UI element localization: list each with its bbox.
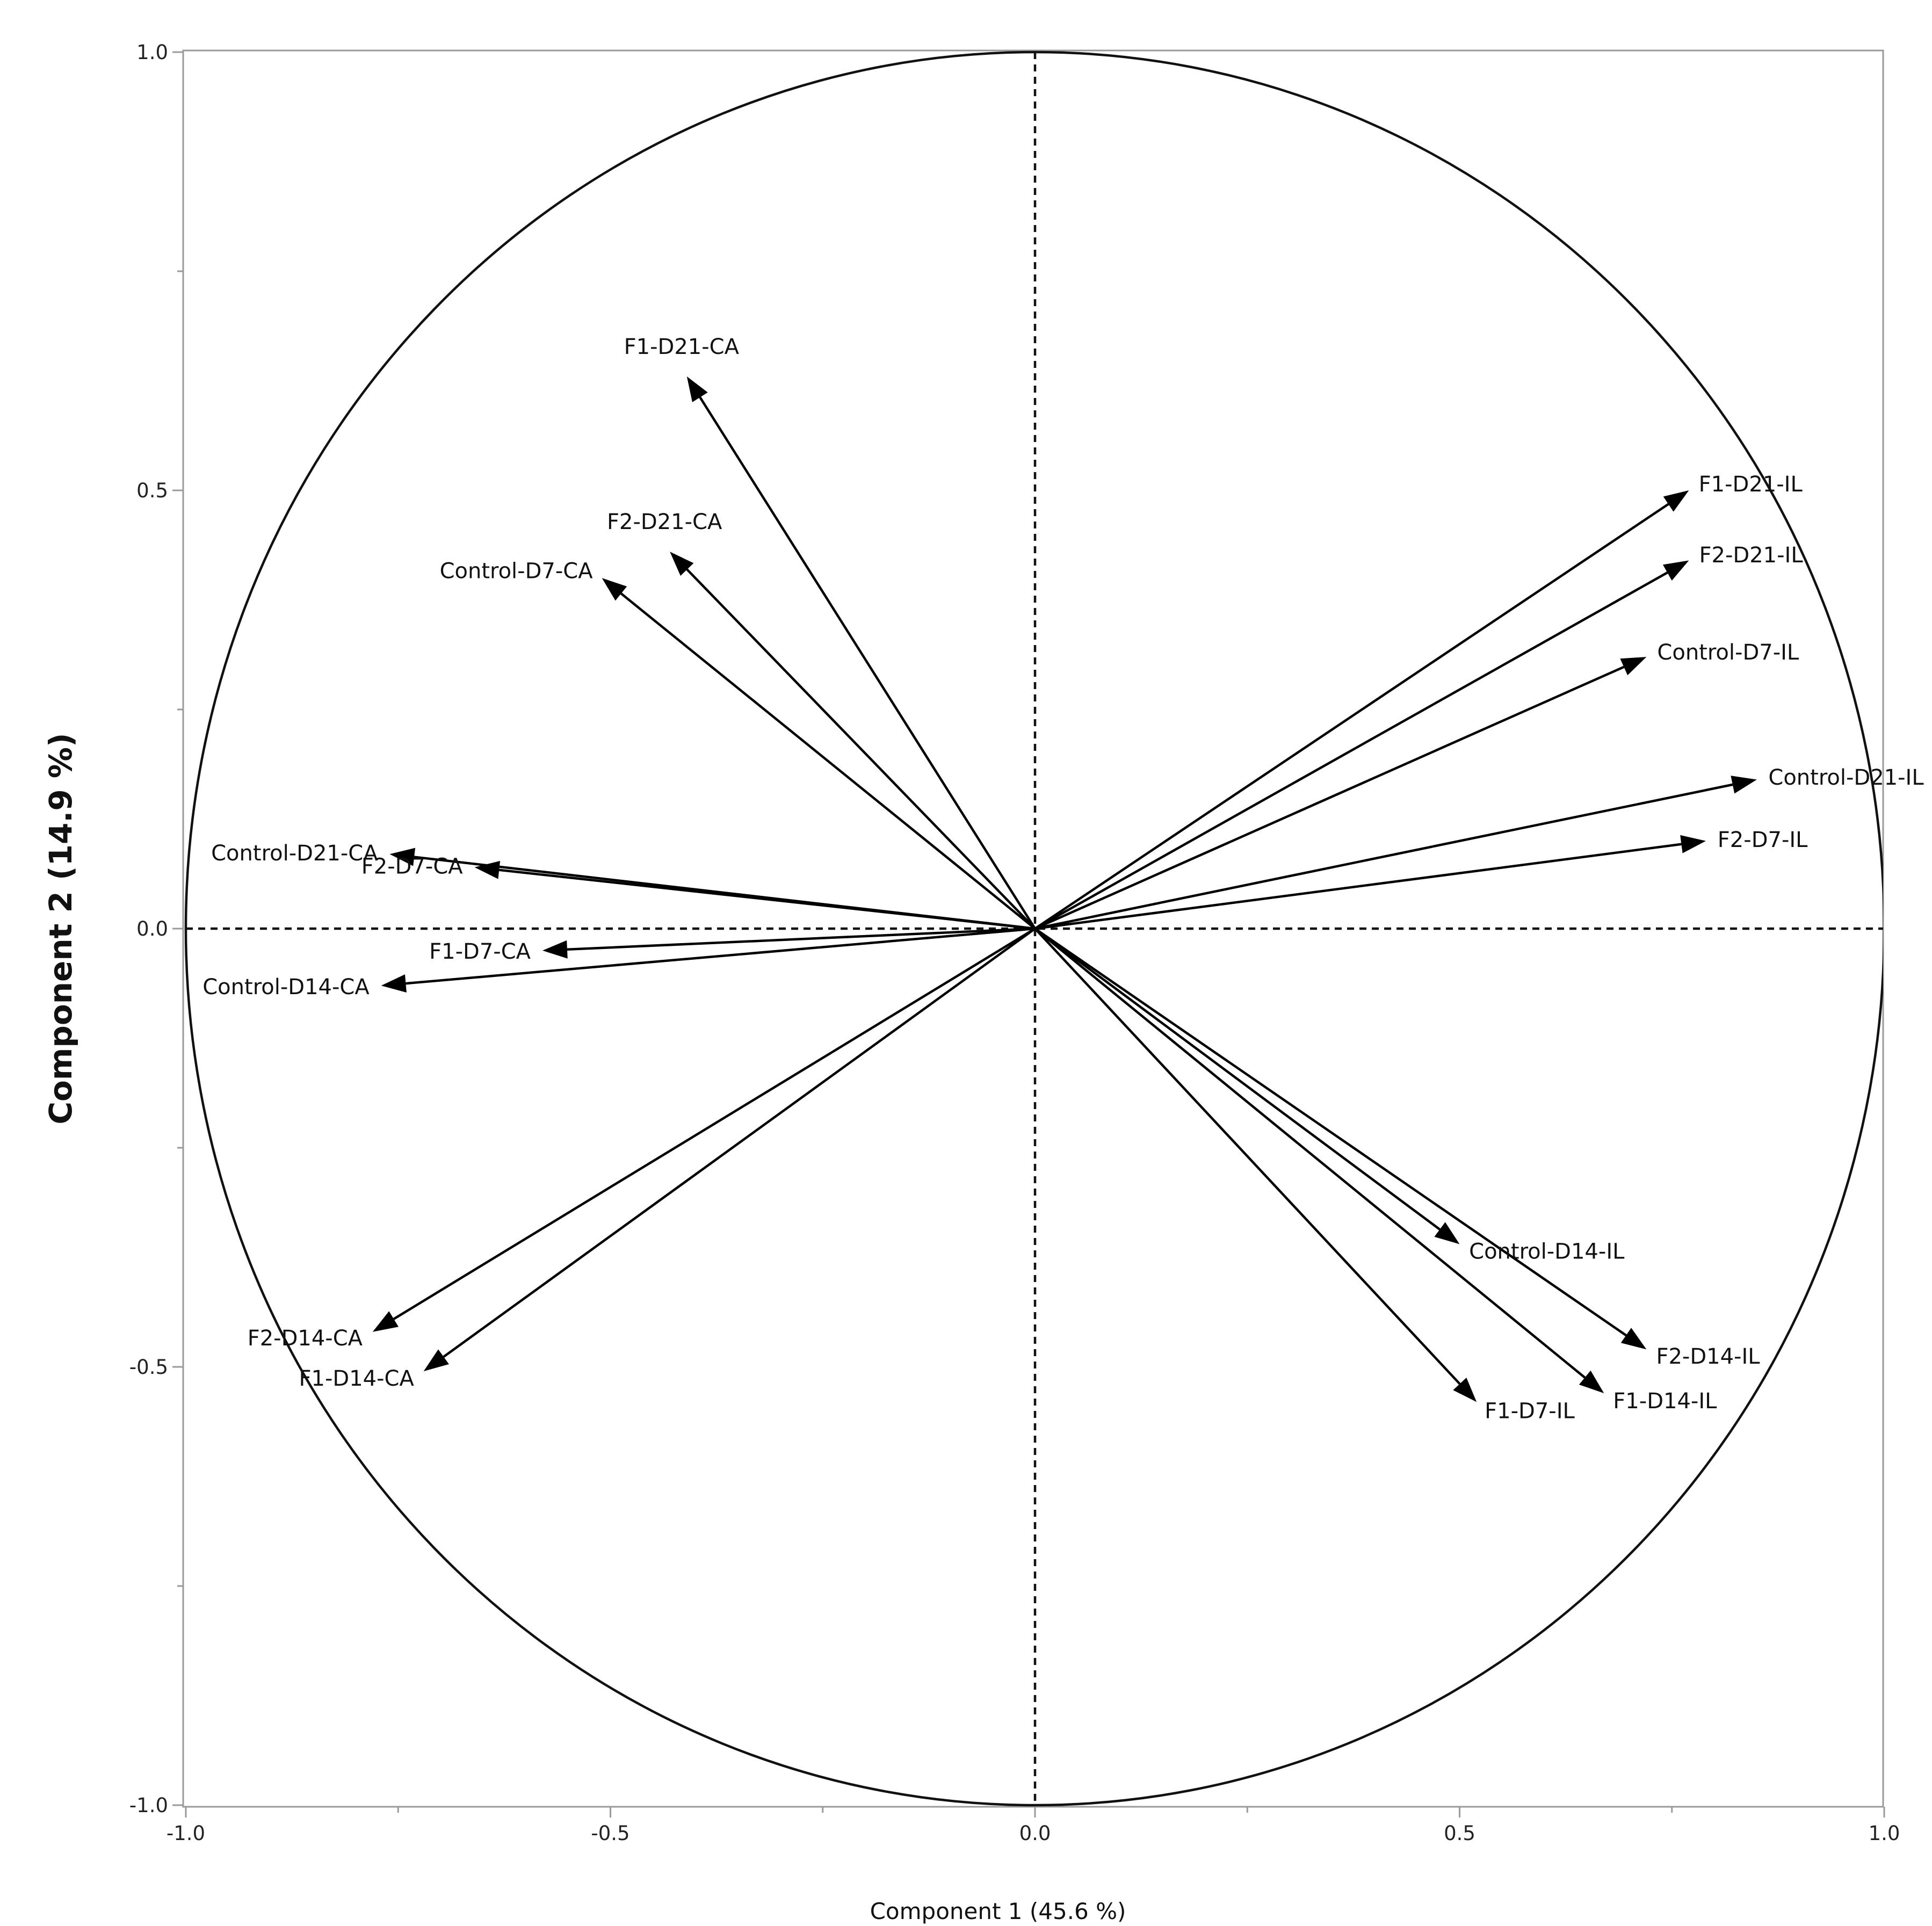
- minor-ticks: [177, 270, 1673, 1813]
- vector-arrowhead: [1663, 490, 1689, 512]
- vector-label: F1-D7-CA: [429, 939, 531, 964]
- vector-label: F1-D14-CA: [299, 1366, 415, 1391]
- y-tick-label: 1.0: [136, 41, 168, 64]
- vector-line: [620, 592, 1036, 930]
- vector-arrowhead: [372, 1311, 399, 1332]
- y-axis-title: Component 2 (14.9 %): [42, 733, 79, 1124]
- vector-label: Control-D21-CA: [211, 841, 378, 866]
- y-tick-label: -0.5: [129, 1356, 168, 1379]
- vector-line: [1034, 928, 1441, 1230]
- vector-arrowhead: [1620, 1328, 1647, 1350]
- loading-vector: [686, 376, 1036, 930]
- vector-line: [1034, 928, 1627, 1337]
- vector-label: F2-D7-CA: [361, 854, 464, 879]
- vector-arrowhead: [1680, 835, 1706, 853]
- vector-arrowhead: [1662, 560, 1689, 581]
- vector-arrowhead: [1620, 657, 1647, 676]
- vector-line: [1034, 783, 1733, 930]
- loading-vector: [1034, 490, 1689, 930]
- vector-line: [1034, 665, 1625, 930]
- vector-arrowhead: [686, 376, 708, 402]
- vector-line: [699, 396, 1036, 930]
- x-tick-label: 1.0: [1869, 1822, 1900, 1845]
- loading-vector: [1034, 928, 1477, 1402]
- loading-vector: [1034, 835, 1706, 930]
- loading-vector: [423, 928, 1036, 1372]
- loading-vector: [670, 552, 1036, 930]
- vector-label: F2-D21-IL: [1699, 543, 1804, 568]
- loading-vector: [602, 578, 1036, 930]
- vector-line: [567, 927, 1036, 951]
- y-tick-label: 0.5: [136, 479, 168, 502]
- y-tick-label: 0.0: [136, 917, 168, 940]
- vector-line: [393, 928, 1036, 1320]
- vector-line: [1034, 843, 1682, 930]
- loading-vector: [372, 928, 1036, 1332]
- loading-vector: [1034, 928, 1604, 1393]
- loading-vector: [1034, 928, 1647, 1350]
- loading-vector: [381, 927, 1036, 993]
- vector-line: [1034, 928, 1461, 1385]
- vector-label: F1-D21-CA: [624, 335, 740, 359]
- major-ticks: [172, 51, 1885, 1818]
- x-tick-label: -1.0: [167, 1822, 205, 1845]
- vector-arrowhead: [1579, 1370, 1604, 1393]
- loading-vector: [474, 860, 1036, 930]
- vector-label: F2-D14-CA: [248, 1326, 363, 1351]
- vector-arrowhead: [1434, 1222, 1460, 1244]
- loading-vector: [1034, 776, 1757, 930]
- x-tick-label: -0.5: [591, 1822, 629, 1845]
- vector-arrowhead: [423, 1349, 449, 1372]
- vector-line: [406, 927, 1036, 985]
- vector-label: F1-D7-IL: [1485, 1399, 1575, 1423]
- loading-vector: [1034, 657, 1647, 930]
- loading-vectors: [372, 376, 1757, 1402]
- y-tick-label: -1.0: [129, 1794, 168, 1817]
- vector-label: F1-D21-IL: [1699, 472, 1803, 497]
- y-tick-labels: 1.0 0.5 0.0 -0.5 -1.0: [129, 41, 168, 1817]
- vector-label: Control-D7-IL: [1657, 640, 1799, 665]
- vector-arrowhead: [474, 860, 501, 879]
- loading-vector: [1034, 928, 1460, 1244]
- x-tick-labels: -1.0 -0.5 0.0 0.5 1.0: [167, 1822, 1900, 1845]
- vector-arrowhead: [1453, 1378, 1477, 1402]
- vector-line: [1034, 571, 1668, 930]
- vector-line: [443, 928, 1036, 1358]
- vector-arrowhead: [381, 974, 407, 993]
- vector-arrowhead: [1731, 776, 1757, 794]
- vector-line: [686, 568, 1036, 930]
- loading-vector: [389, 848, 1036, 930]
- loading-vector: [1034, 560, 1689, 930]
- vector-line: [1034, 928, 1586, 1379]
- vector-line: [499, 868, 1036, 930]
- vector-label: Control-D7-CA: [440, 559, 594, 583]
- x-tick-label: 0.0: [1019, 1822, 1051, 1845]
- vector-arrowhead: [602, 578, 627, 601]
- vector-arrowhead: [389, 848, 416, 866]
- x-axis-title: Component 1 (45.6 %): [870, 1898, 1126, 1924]
- vector-label: F2-D14-IL: [1656, 1344, 1760, 1369]
- vector-label: Control-D21-IL: [1768, 765, 1924, 790]
- vector-label: F2-D21-CA: [607, 510, 722, 534]
- vector-label: F2-D7-IL: [1718, 828, 1808, 852]
- vector-label: Control-D14-IL: [1469, 1240, 1625, 1264]
- vector-label: Control-D14-CA: [202, 975, 370, 1000]
- loading-vector: [542, 927, 1036, 959]
- vector-arrowhead: [542, 940, 568, 959]
- vector-line: [1034, 503, 1669, 930]
- vector-arrowhead: [670, 552, 694, 576]
- x-tick-label: 0.5: [1444, 1822, 1475, 1845]
- vector-labels: F1-D21-CA F2-D21-CA Control-D7-CA Control-D…: [202, 335, 1924, 1424]
- vector-label: F1-D14-IL: [1613, 1389, 1717, 1414]
